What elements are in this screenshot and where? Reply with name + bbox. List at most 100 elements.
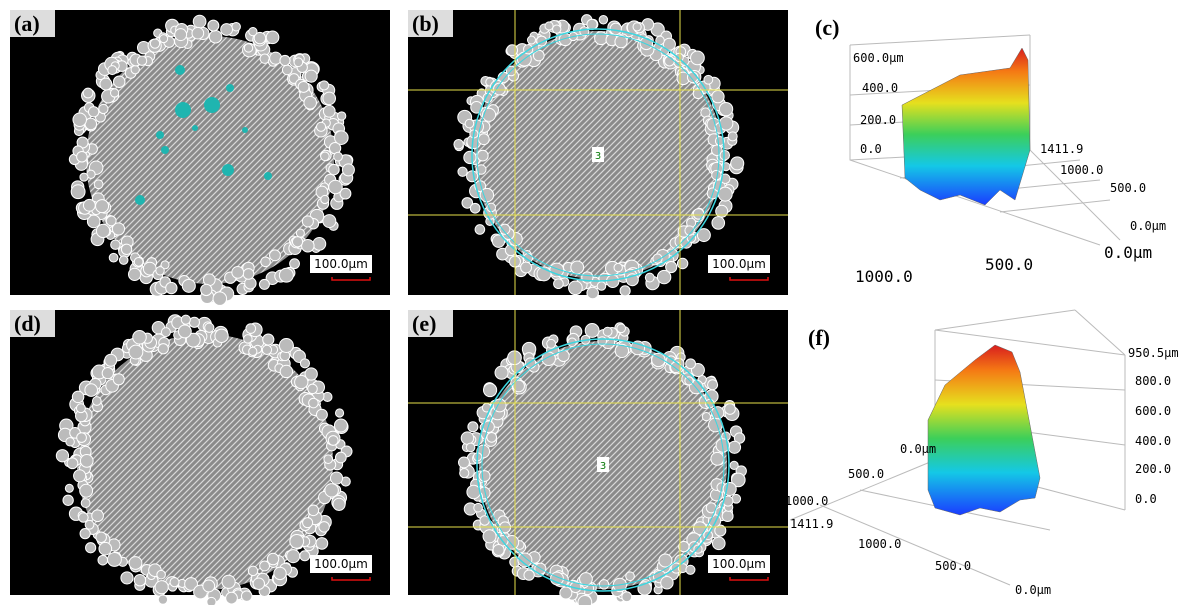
scale-bar-label: 100.0μm [712, 557, 766, 571]
powder-particle [287, 550, 300, 563]
powder-particle [100, 78, 112, 90]
powder-particle [554, 279, 564, 289]
powder-particle [109, 253, 118, 262]
powder-particle [296, 229, 304, 237]
powder-particle [92, 397, 101, 406]
powder-particle [334, 419, 347, 432]
powder-particle [610, 23, 622, 35]
powder-particle [88, 107, 98, 117]
axis-label: 0.0μm [1130, 219, 1166, 233]
powder-particle [192, 27, 204, 39]
powder-particle [458, 167, 467, 176]
powder-particle [483, 108, 496, 121]
powder-particle [83, 88, 93, 98]
powder-particle [215, 329, 228, 342]
powder-particle [253, 578, 264, 589]
powder-particle [474, 503, 483, 512]
powder-particle [495, 366, 508, 379]
powder-particle [113, 374, 124, 385]
powder-particle [320, 81, 329, 90]
powder-particle [323, 105, 335, 117]
powder-particle [166, 282, 177, 293]
powder-particle [712, 537, 725, 550]
axis-label: 500.0 [1110, 181, 1146, 195]
powder-particle [280, 365, 292, 377]
powder-particle [334, 152, 343, 161]
powder-particle [313, 237, 326, 250]
marker: 3 [595, 151, 601, 162]
axis-label: 1000.0 [858, 537, 901, 551]
powder-particle [181, 315, 190, 324]
plot-grid [820, 505, 1010, 585]
powder-particle [335, 131, 349, 145]
powder-particle [137, 56, 146, 65]
powder-particle [712, 217, 725, 230]
axis-label: 400.0 [1135, 434, 1171, 448]
powder-particle [262, 345, 271, 354]
powder-particle [182, 279, 195, 292]
powder-particle [587, 19, 597, 29]
powder-particle [333, 498, 345, 510]
powder-particle [111, 240, 120, 249]
powder-particle [175, 29, 187, 41]
powder-particle [193, 15, 206, 28]
panel-label: (f) [808, 325, 830, 350]
axis-label: 0.0 [860, 142, 882, 156]
plot-grid [850, 35, 1030, 45]
powder-particle [279, 268, 293, 282]
pore [242, 127, 248, 133]
powder-particle [85, 384, 98, 397]
pore [204, 97, 220, 113]
powder-particle [325, 484, 338, 497]
powder-particle [553, 25, 561, 33]
axis-label: 500.0 [848, 467, 884, 481]
powder-particle [587, 287, 599, 299]
powder-particle [571, 261, 584, 274]
powder-particle [454, 139, 464, 149]
powder-particle [207, 597, 216, 605]
powder-particle [134, 257, 143, 266]
pore [161, 146, 169, 154]
powder-particle [270, 250, 281, 261]
powder-particle [108, 66, 117, 75]
powder-particle [321, 152, 330, 161]
powder-particle [94, 180, 103, 189]
powder-particle [483, 530, 496, 543]
powder-particle [133, 330, 147, 344]
powder-particle [102, 368, 113, 379]
powder-particle [337, 112, 345, 120]
powder-particle [232, 22, 241, 31]
powder-particle [67, 458, 78, 469]
powder-particle [222, 575, 235, 588]
powder-particle [464, 151, 476, 163]
powder-particle [98, 555, 108, 565]
panel-label: (c) [815, 15, 839, 40]
powder-particle [308, 384, 318, 394]
powder-particle [704, 75, 713, 84]
powder-particle [208, 20, 219, 31]
powder-particle [487, 432, 497, 442]
panel-label: (e) [412, 311, 436, 336]
powder-particle [659, 554, 672, 567]
powder-particle [83, 199, 95, 211]
powder-particle [76, 404, 85, 413]
powder-particle [547, 339, 556, 348]
powder-particle [267, 553, 278, 564]
powder-particle [309, 398, 319, 408]
powder-particle [685, 377, 693, 385]
powder-particle [342, 164, 354, 176]
powder-particle [178, 325, 191, 338]
powder-particle [597, 282, 606, 291]
powder-particle [730, 461, 738, 469]
powder-particle [479, 471, 490, 482]
powder-particle [677, 258, 687, 268]
pore [175, 102, 191, 118]
powder-particle [290, 259, 300, 269]
powder-particle [298, 81, 309, 92]
pore [192, 125, 198, 131]
powder-particle [81, 499, 90, 508]
powder-particle [119, 256, 128, 265]
powder-particle [65, 484, 73, 492]
powder-particle [290, 534, 304, 548]
powder-particle [205, 323, 214, 332]
